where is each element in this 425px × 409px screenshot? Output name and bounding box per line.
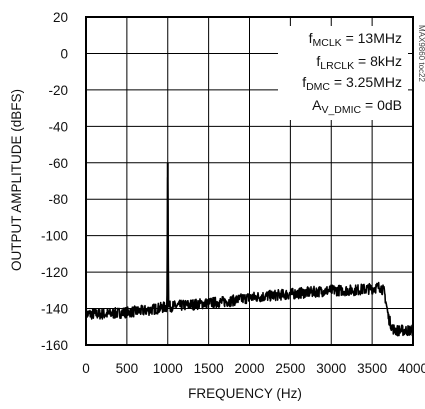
y-tick-labels: 20 0 -20 -40 -60 -80 -100 -120 -140 -160 <box>41 10 68 353</box>
y-tick-label: -120 <box>41 265 68 280</box>
y-tick-label: -140 <box>41 302 68 317</box>
annotation-box <box>278 26 408 120</box>
y-tick-label: -100 <box>41 229 68 244</box>
plot-frame <box>85 16 414 346</box>
y-tick-label: -60 <box>48 156 68 171</box>
annotation-gain: AV_DMIC = 0dB <box>312 97 402 116</box>
x-tick-label: 500 <box>116 361 139 376</box>
x-tick-label: 2000 <box>234 361 264 376</box>
spectrum-trace <box>85 162 414 337</box>
x-axis-title: FREQUENCY (Hz) <box>188 386 302 401</box>
x-tick-label: 4000 <box>398 361 425 376</box>
y-tick-label: 20 <box>53 10 68 25</box>
y-tick-label: -20 <box>48 83 68 98</box>
y-tick-label: -160 <box>41 338 68 353</box>
y-tick-label: -40 <box>48 119 68 134</box>
series-line <box>85 176 414 337</box>
x-tick-label: 3500 <box>357 361 387 376</box>
x-tick-label: 2500 <box>275 361 305 376</box>
x-tick-label: 3000 <box>316 361 346 376</box>
y-tick-label: -80 <box>48 192 68 207</box>
x-tick-label: 0 <box>82 361 90 376</box>
y-tick-label: 0 <box>60 46 68 61</box>
x-tick-labels: 0 500 1000 1500 2000 2500 3000 3500 4000 <box>82 361 425 376</box>
x-tick-label: 1000 <box>153 361 183 376</box>
y-axis-title: OUTPUT AMPLITUDE (dBFS) <box>9 89 24 271</box>
annotation-mclk: fMCLK = 13MHz <box>309 30 402 49</box>
figure-watermark: MAX9860 toc22 <box>417 25 425 82</box>
annotation-dmc: fDMC = 3.25MHz <box>302 74 402 93</box>
annotation-lrclk: fLRCLK = 8kHz <box>316 53 402 72</box>
x-tick-label: 1500 <box>194 361 224 376</box>
